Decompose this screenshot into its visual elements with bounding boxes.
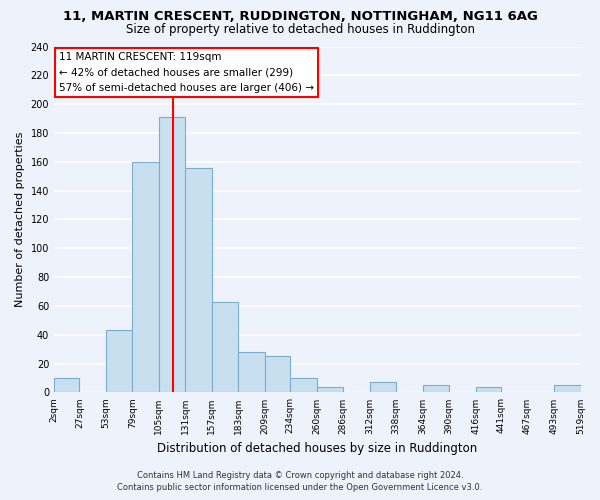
Bar: [422, 385, 449, 392]
X-axis label: Distribution of detached houses by size in Ruddington: Distribution of detached houses by size …: [157, 442, 478, 455]
Text: 11 MARTIN CRESCENT: 119sqm
← 42% of detached houses are smaller (299)
57% of sem: 11 MARTIN CRESCENT: 119sqm ← 42% of deta…: [59, 52, 314, 93]
Text: Contains HM Land Registry data © Crown copyright and database right 2024.
Contai: Contains HM Land Registry data © Crown c…: [118, 471, 482, 492]
Bar: [265, 356, 290, 392]
Text: 11, MARTIN CRESCENT, RUDDINGTON, NOTTINGHAM, NG11 6AG: 11, MARTIN CRESCENT, RUDDINGTON, NOTTING…: [62, 10, 538, 23]
Bar: [106, 330, 133, 392]
Bar: [554, 385, 581, 392]
Bar: [159, 117, 185, 392]
Bar: [370, 382, 396, 392]
Bar: [476, 386, 501, 392]
Bar: [133, 162, 159, 392]
Bar: [238, 352, 265, 393]
Bar: [290, 378, 317, 392]
Bar: [185, 168, 212, 392]
Bar: [212, 302, 238, 392]
Bar: [317, 386, 343, 392]
Bar: [54, 378, 79, 392]
Y-axis label: Number of detached properties: Number of detached properties: [15, 132, 25, 307]
Text: Size of property relative to detached houses in Ruddington: Size of property relative to detached ho…: [125, 22, 475, 36]
